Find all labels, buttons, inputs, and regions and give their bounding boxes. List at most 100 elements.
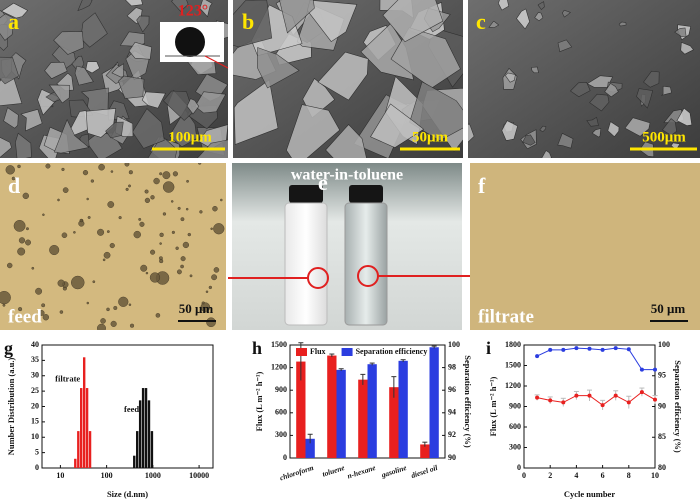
point: [600, 403, 605, 408]
y-axis-label: Flux (L m⁻² h⁻¹): [488, 377, 498, 437]
sem-grain: [0, 137, 12, 158]
panel-label: g: [4, 338, 13, 358]
sem-grain: [539, 125, 547, 133]
droplet: [42, 314, 50, 321]
droplet: [133, 230, 141, 239]
bar: [305, 438, 315, 458]
y-tick-label: 1500: [271, 340, 287, 349]
droplet: [155, 313, 161, 318]
droplet: [212, 205, 218, 212]
point: [639, 390, 644, 395]
x-axis-label: Size (d.nm): [107, 489, 148, 499]
droplet: [18, 307, 23, 312]
y2-tick-label: 85: [658, 432, 666, 441]
droplet: [185, 207, 189, 211]
sem-grain: [286, 104, 341, 158]
droplet: [118, 216, 122, 220]
droplet: [100, 318, 106, 324]
droplet: [200, 302, 211, 313]
y-tick-label: 300: [509, 442, 521, 451]
sem-grain: [111, 63, 124, 78]
droplet: [150, 195, 155, 200]
caption: feed: [8, 306, 42, 327]
y2-tick-label: 90: [658, 401, 666, 410]
droplet: [102, 258, 106, 262]
droplet: [145, 271, 149, 275]
sem-grain: [522, 134, 536, 146]
point: [600, 347, 605, 352]
sem-grain: [680, 41, 694, 55]
sem-grain: [85, 61, 100, 74]
sem-grain: [537, 1, 545, 11]
plot-frame: [523, 344, 656, 469]
y-tick-label: 1800: [505, 340, 521, 349]
droplet: [144, 189, 149, 194]
droplet: [6, 262, 13, 269]
droplet: [86, 301, 90, 305]
y-tick-label: 600: [275, 408, 287, 417]
panel-label: d: [8, 173, 20, 198]
droplet: [13, 219, 26, 232]
x-axis-label: Cycle number: [564, 489, 615, 499]
sem-grain: [194, 91, 227, 114]
x-tick-label: 2: [548, 471, 552, 480]
droplet: [159, 172, 163, 176]
bar: [147, 400, 151, 468]
droplet: [162, 181, 175, 193]
x-tick-label: 10: [651, 471, 659, 480]
droplet: [90, 179, 95, 183]
droplet: [25, 227, 29, 231]
x-tick-label: 4: [574, 471, 578, 480]
bar: [74, 458, 77, 468]
vial-cap: [349, 185, 383, 203]
droplet: [79, 218, 83, 223]
droplet: [187, 232, 192, 237]
bar: [85, 388, 89, 468]
panel-label: h: [252, 338, 262, 358]
droplet: [61, 232, 68, 239]
droplet: [128, 170, 133, 175]
y2-axis-label: Separation efficiency (%): [673, 360, 683, 453]
droplet: [186, 179, 189, 183]
x-tick-label: toluene: [321, 463, 346, 479]
bar: [80, 388, 83, 468]
droplet: [82, 169, 89, 176]
x-tick-label: chloroform: [279, 463, 315, 482]
y-tick-label: 0: [517, 463, 521, 472]
y-tick-label: 300: [275, 430, 287, 439]
sem-grain: [141, 91, 166, 109]
droplet: [106, 307, 110, 312]
point: [587, 393, 592, 398]
bar: [420, 444, 430, 458]
scale-bar-label: 50 μm: [651, 301, 686, 316]
bar: [336, 369, 346, 458]
droplet: [208, 285, 213, 290]
droplet: [139, 221, 145, 227]
droplet: [172, 171, 178, 177]
sem-grain: [53, 31, 85, 55]
droplet: [128, 184, 132, 188]
legend-label: Separation efficiency: [356, 347, 428, 356]
droplet: [159, 232, 164, 238]
point: [613, 393, 618, 398]
panel-label: e: [318, 170, 328, 195]
point: [653, 397, 657, 402]
sem-grain: [561, 9, 571, 18]
droplet: [205, 290, 209, 294]
panel-label: i: [486, 338, 491, 358]
droplet: [97, 228, 105, 236]
sem-grain: [409, 81, 463, 142]
droplet: [42, 213, 45, 217]
droplet: [35, 287, 43, 295]
y-tick-label: 10: [31, 432, 39, 441]
droplet: [171, 230, 175, 234]
droplet: [182, 241, 190, 249]
y2-tick-label: 98: [448, 362, 456, 371]
droplet: [38, 310, 45, 316]
droplet: [2, 303, 6, 307]
droplet: [199, 210, 203, 214]
sem-grain: [660, 85, 672, 96]
droplet: [45, 163, 51, 169]
x-tick-label: 100: [101, 471, 113, 480]
